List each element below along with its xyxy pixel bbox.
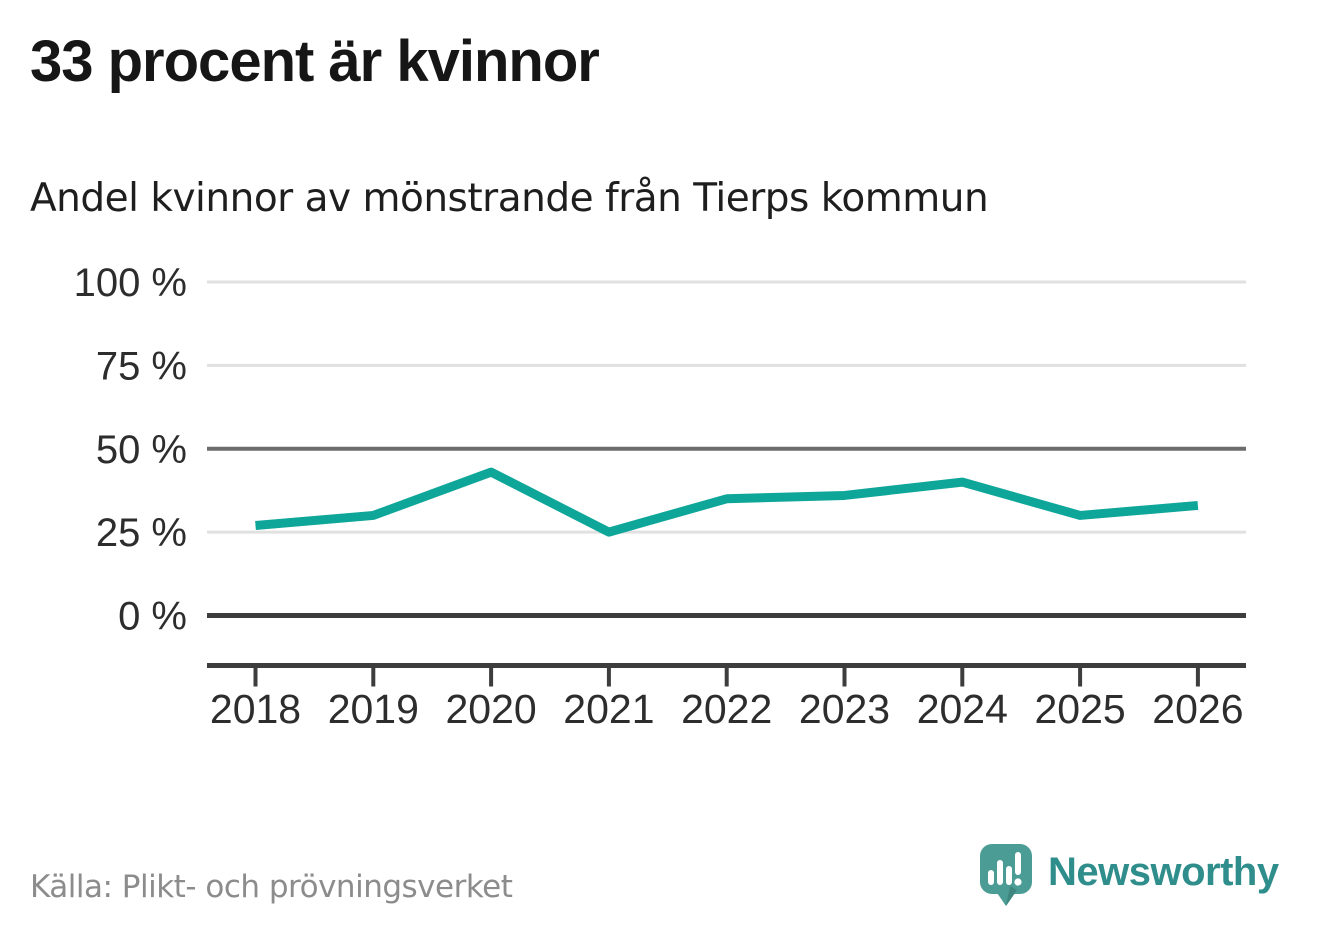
newsworthy-logo: Newsworthy	[980, 844, 1279, 908]
chart-subtitle: Andel kvinnor av mönstrande från Tierps …	[30, 176, 989, 221]
x-axis-tick-label: 2019	[328, 686, 419, 732]
page-title: 33 procent är kvinnor	[30, 29, 600, 94]
newsworthy-speech-bubble-icon	[980, 844, 1032, 906]
x-axis-tick-label: 2018	[210, 686, 301, 732]
y-axis-tick-label: 50 %	[96, 428, 187, 472]
x-axis-tick-label: 2022	[681, 686, 772, 732]
x-axis-tick-label: 2023	[799, 686, 890, 732]
y-axis-tick-label: 0 %	[118, 595, 187, 639]
x-axis-tick-label: 2021	[563, 686, 654, 732]
source-attribution: Källa: Plikt- och prövningsverket	[30, 869, 513, 905]
y-axis-tick-label: 75 %	[96, 344, 187, 388]
data-line	[255, 467, 1199, 537]
y-axis-tick-label: 25 %	[96, 511, 187, 555]
x-axis-tick-label: 2025	[1034, 686, 1125, 732]
y-axis-tick-label: 100 %	[74, 261, 187, 305]
newsworthy-logo-text: Newsworthy	[1048, 850, 1279, 894]
x-axis-tick-label: 2026	[1152, 686, 1243, 732]
x-axis-tick-label: 2020	[445, 686, 536, 732]
x-axis-tick-label: 2024	[917, 686, 1008, 732]
